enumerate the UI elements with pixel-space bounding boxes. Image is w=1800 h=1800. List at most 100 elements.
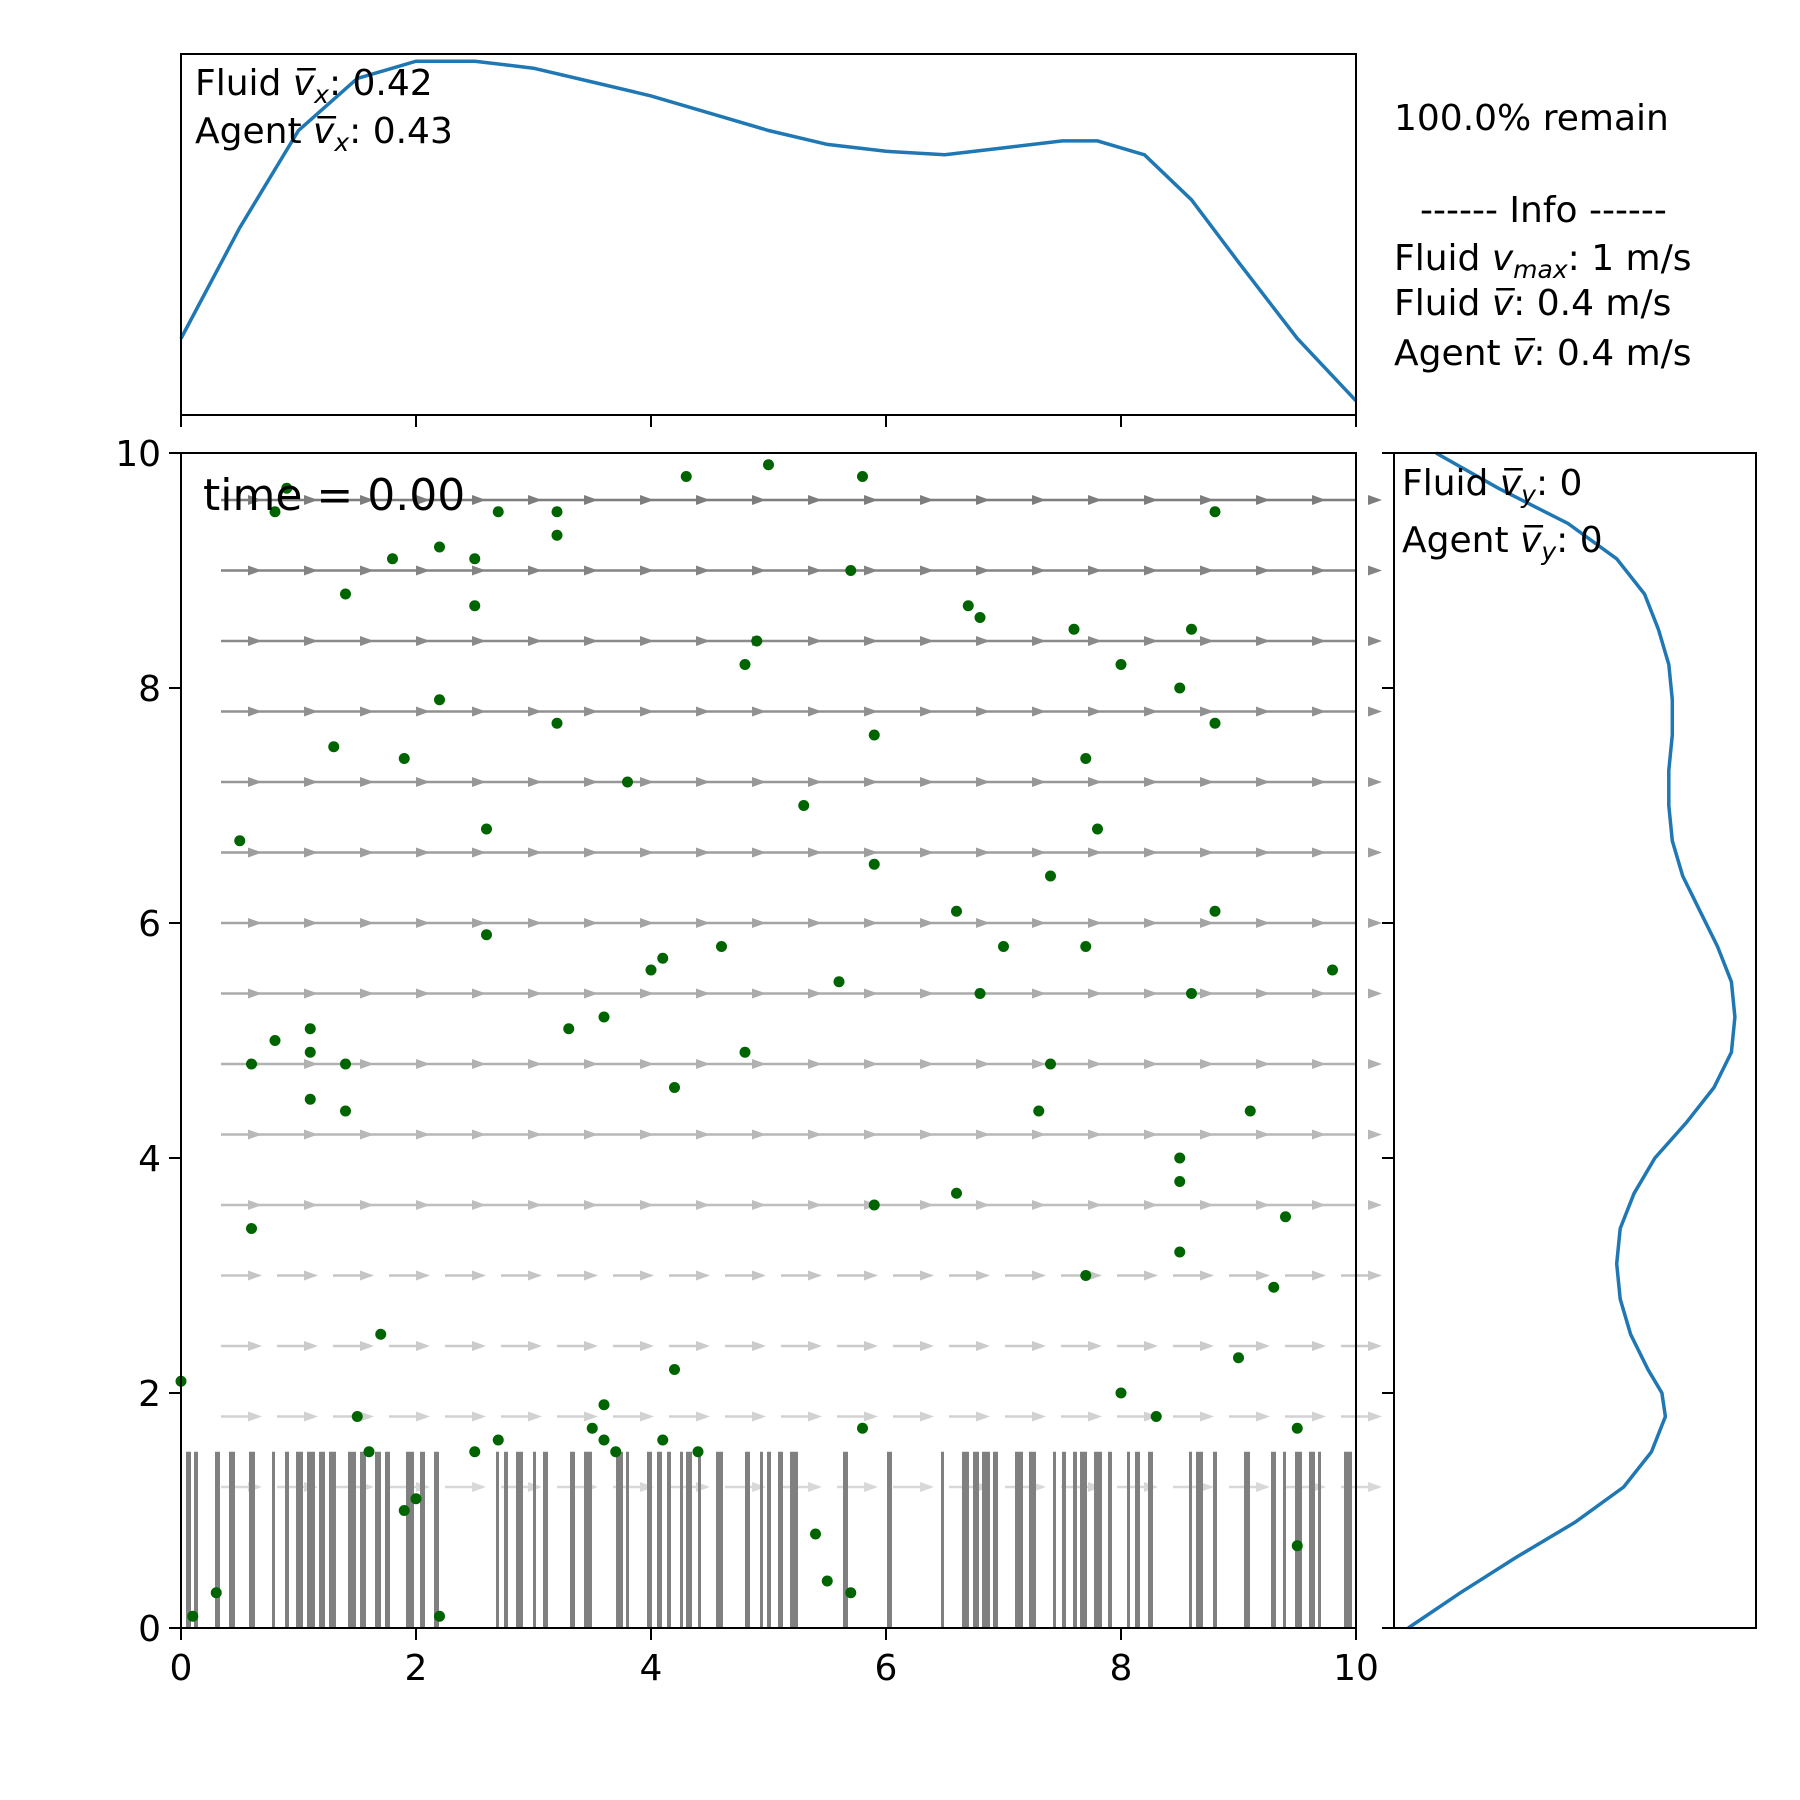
obstacle-bar (1053, 1451, 1056, 1628)
flow-arrow (1200, 918, 1214, 928)
agent-point (622, 776, 633, 788)
flow-arrow (920, 636, 934, 646)
agent-point (481, 929, 492, 941)
obstacle-bar (348, 1451, 356, 1628)
agent-point (657, 952, 669, 964)
main-panel: 0 2 4 6 8 10 0 2 4 6 8 10 time = 0.00 (115, 434, 1382, 1689)
agent-point (492, 506, 504, 518)
obstacle-bar (626, 1451, 629, 1628)
x-tick-label: 0 (170, 1648, 193, 1689)
flow-arrow (248, 988, 262, 999)
obstacle-bar (1127, 1451, 1130, 1628)
obstacle-bar (647, 1451, 652, 1628)
agent-point (340, 1058, 351, 1070)
flow-arrow (696, 706, 710, 717)
flow-arrow (696, 777, 710, 787)
agent-point (469, 553, 481, 565)
obstacle-bar (616, 1451, 623, 1628)
flow-arrow (528, 706, 542, 717)
agent-point (551, 717, 563, 729)
obstacle-bar (186, 1451, 191, 1628)
flow-arrow (1256, 847, 1270, 858)
flow-arrow (1312, 988, 1326, 999)
flow-arrow (416, 1129, 430, 1140)
agent-point (716, 941, 727, 952)
flow-arrow (1312, 636, 1326, 646)
flow-arrow (1200, 1411, 1214, 1422)
flow-arrow (976, 1270, 990, 1281)
flow-arrow (696, 1341, 710, 1351)
agent-point (281, 482, 293, 494)
flow-arrow (528, 1341, 542, 1351)
flow-arrow (304, 1129, 318, 1140)
flow-arrow (864, 918, 878, 928)
flow-arrow (360, 918, 374, 928)
flow-arrow (976, 1200, 990, 1210)
flow-arrow (808, 1059, 822, 1069)
flow-arrow (1088, 1200, 1102, 1210)
agent-point (798, 800, 810, 811)
agent-point (246, 1223, 257, 1234)
obstacle-bar (982, 1451, 990, 1628)
agent-point (398, 1505, 410, 1516)
flow-arrow (1088, 1341, 1102, 1351)
top-panel-ticks (180, 415, 1357, 427)
flow-arrow (1368, 777, 1382, 787)
flow-arrow (1144, 1341, 1158, 1351)
obstacle-bar (329, 1451, 336, 1628)
flow-arrow (1088, 636, 1102, 646)
agent-point (304, 1046, 316, 1058)
flow-arrow (1144, 495, 1158, 505)
obstacle-bar (1309, 1451, 1315, 1628)
obstacle-bar (1148, 1451, 1153, 1628)
flow-arrow (304, 1270, 318, 1281)
agent-point (763, 459, 774, 471)
flow-arrow (472, 988, 486, 999)
agent-point (669, 1364, 680, 1375)
flow-arrow (640, 565, 654, 576)
agent-point (586, 1422, 598, 1434)
obstacle-bar (1080, 1451, 1087, 1628)
flow-arrow (528, 1129, 542, 1140)
flow-arrow (1200, 1482, 1214, 1492)
flow-arrow (1032, 706, 1046, 717)
flow-arrow (416, 1341, 430, 1351)
flow-arrow (304, 988, 318, 999)
agent-point (845, 1587, 857, 1599)
flow-arrow (1368, 918, 1382, 928)
agent-point (974, 612, 986, 623)
obstacle-bar (1213, 1451, 1217, 1628)
fluid-vy-annotation: Fluid v̅y: 0 (1402, 463, 1582, 509)
flow-arrow (1368, 847, 1382, 858)
flow-arrow (528, 1059, 542, 1069)
flow-arrow (1032, 495, 1046, 505)
flow-arrow (360, 495, 374, 505)
flow-arrow (808, 1411, 822, 1422)
agent-point (845, 565, 857, 576)
flow-arrow (808, 565, 822, 576)
flow-arrow (584, 1059, 598, 1069)
flow-arrow (1368, 1129, 1382, 1140)
agent-point (868, 1199, 880, 1211)
obstacle-bar (941, 1451, 944, 1628)
flow-arrow (696, 988, 710, 999)
obstacle-bar (667, 1451, 671, 1628)
obstacle-bar (1271, 1451, 1276, 1628)
flow-arrow (976, 918, 990, 928)
obstacle-bar (887, 1451, 892, 1628)
flow-arrow (528, 1270, 542, 1281)
agent-point (1291, 1540, 1303, 1552)
flow-arrow (472, 777, 486, 787)
flow-arrow (1088, 565, 1102, 576)
flow-arrow (864, 847, 878, 858)
flow-arrow (640, 777, 654, 787)
obstacle-bar (686, 1451, 692, 1628)
flow-arrow (640, 1059, 654, 1069)
flow-arrow (1256, 777, 1270, 787)
obstacle-bar (767, 1451, 771, 1628)
agent-point (187, 1610, 199, 1622)
flow-arrow (976, 1129, 990, 1140)
flow-arrow (528, 988, 542, 999)
agent-point (434, 541, 445, 553)
agent-point (304, 1023, 316, 1035)
